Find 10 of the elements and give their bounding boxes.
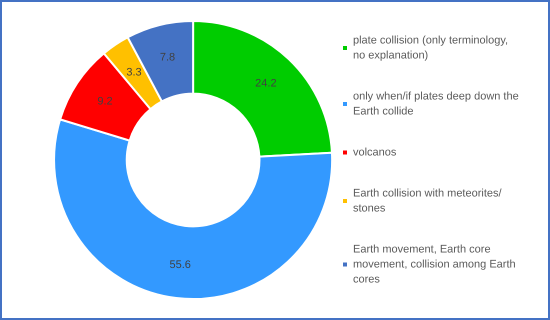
legend-label: Earth movement, Earth core movement, collision among Earth cores: [353, 244, 519, 286]
legend-label: plate collision (only terminology, no explanation): [353, 34, 512, 62]
data-label: 7.8: [160, 51, 176, 64]
data-label: 9.2: [97, 96, 113, 108]
data-label: 55.6: [169, 258, 191, 271]
data-label: 3.3: [126, 66, 142, 78]
data-label: 24.2: [255, 77, 277, 90]
legend-label: Earth collision with meteorites/stones: [353, 188, 503, 214]
legend-label: only when/if plates deep down the Earth collide: [353, 90, 522, 118]
legend-label: volcanos: [353, 146, 397, 158]
